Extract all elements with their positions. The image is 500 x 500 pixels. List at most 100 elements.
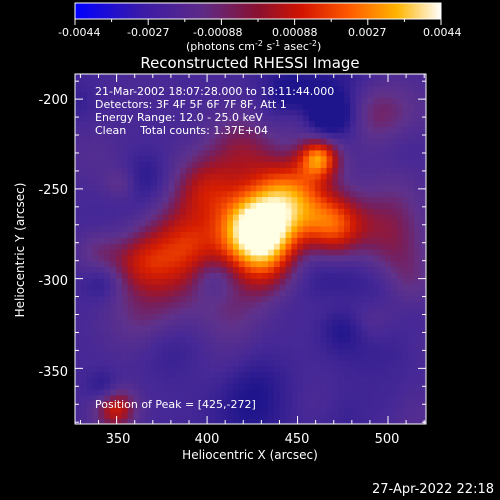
heatmap-cell [180, 295, 187, 303]
heatmap-cell [168, 120, 176, 128]
heatmap-cell [127, 126, 135, 133]
heatmap-cell [285, 272, 293, 279]
heatmap-cell [227, 225, 234, 233]
heatmap-cell [174, 319, 181, 326]
heatmap-cell [385, 313, 392, 320]
heatmap-cell [420, 91, 426, 98]
heatmap-cell [121, 284, 129, 291]
heatmap-cell [151, 254, 158, 262]
heatmap-cell [232, 260, 240, 268]
heatmap-cell [121, 342, 129, 349]
heatmap-cell [162, 249, 170, 256]
heatmap-cell [221, 126, 228, 133]
heatmap-cell [139, 231, 146, 238]
heatmap-cell [244, 313, 252, 320]
heatmap-cell [408, 225, 415, 233]
heatmap-cell [402, 371, 410, 378]
heatmap-cell [92, 161, 99, 168]
heatmap-cell [297, 359, 304, 367]
heatmap-cell [262, 301, 269, 308]
heatmap-cell [174, 231, 181, 238]
heatmap-cell [361, 161, 369, 168]
heatmap-cell [379, 179, 386, 186]
heatmap-cell [285, 289, 293, 297]
heatmap-cell [332, 161, 339, 168]
heatmap-cell [115, 260, 123, 268]
heatmap-cell [297, 301, 304, 308]
heatmap-cell [314, 126, 322, 133]
heatmap-cell [414, 406, 421, 413]
heatmap-cell [285, 412, 293, 419]
heatmap-cell [349, 295, 357, 303]
heatmap-cell [110, 389, 117, 396]
heatmap-cell [285, 196, 293, 203]
heatmap-cell [121, 196, 129, 203]
heatmap-cell [338, 219, 345, 227]
heatmap-cell [367, 219, 374, 227]
heatmap-cell [174, 132, 181, 139]
heatmap-cell [104, 319, 111, 326]
heatmap-cell [215, 336, 222, 343]
heatmap-cell [355, 103, 363, 110]
heatmap-cell [326, 348, 333, 355]
heatmap-cell [168, 278, 176, 285]
heatmap-cell [80, 319, 88, 326]
heatmap-cell [127, 114, 135, 122]
heatmap-cell [127, 394, 135, 402]
heatmap-cell [326, 307, 333, 314]
heatmap-cell [309, 74, 316, 81]
heatmap-cell [209, 348, 216, 355]
heatmap-cell [139, 278, 146, 285]
heatmap-cell [396, 284, 404, 291]
heatmap-cell [86, 354, 94, 361]
heatmap-cell [332, 307, 339, 314]
heatmap-cell [238, 109, 246, 116]
heatmap-cell [285, 97, 293, 104]
heatmap-cell [104, 307, 111, 314]
heatmap-cell [268, 114, 275, 122]
heatmap-cell [285, 254, 293, 262]
heatmap-cell [221, 289, 228, 297]
heatmap-cell [86, 295, 94, 303]
heatmap-cell [338, 406, 345, 413]
heatmap-cell [162, 114, 170, 122]
heatmap-cell [385, 412, 392, 419]
heatmap-cell [180, 330, 187, 338]
heatmap-cell [268, 249, 275, 256]
heatmap-cell [232, 237, 240, 244]
heatmap-cell [285, 249, 293, 256]
heatmap-cell [326, 377, 333, 384]
heatmap-cell [279, 79, 287, 87]
heatmap-cell [414, 85, 421, 93]
heatmap-cell [373, 243, 380, 250]
heatmap-cell [355, 109, 363, 116]
heatmap-cell [291, 74, 298, 81]
heatmap-cell [127, 79, 135, 87]
heatmap-cell [238, 371, 246, 378]
heatmap-cell [285, 109, 293, 116]
heatmap-cell [268, 383, 275, 390]
heatmap-cell [197, 85, 205, 93]
heatmap-cell [75, 289, 82, 297]
heatmap-cell [291, 249, 298, 256]
heatmap-cell [227, 179, 234, 186]
heatmap-cell [273, 260, 281, 268]
heatmap-cell [355, 202, 363, 209]
heatmap-cell [262, 377, 269, 384]
heatmap-cell [373, 144, 380, 151]
heatmap-cell [420, 272, 426, 279]
heatmap-cell [244, 418, 252, 424]
heatmap-cell [379, 184, 386, 192]
heatmap-cell [326, 184, 333, 192]
heatmap-cell [156, 91, 164, 98]
heatmap-cell [98, 243, 105, 250]
heatmap-cell [139, 412, 146, 419]
heatmap-cell [268, 79, 275, 87]
heatmap-cell [279, 254, 287, 262]
heatmap-cell [98, 394, 105, 402]
heatmap-cell [186, 149, 193, 157]
heatmap-cell [303, 249, 310, 256]
heatmap-cell [344, 278, 351, 285]
heatmap-cell [309, 307, 316, 314]
heatmap-cell [320, 85, 328, 93]
